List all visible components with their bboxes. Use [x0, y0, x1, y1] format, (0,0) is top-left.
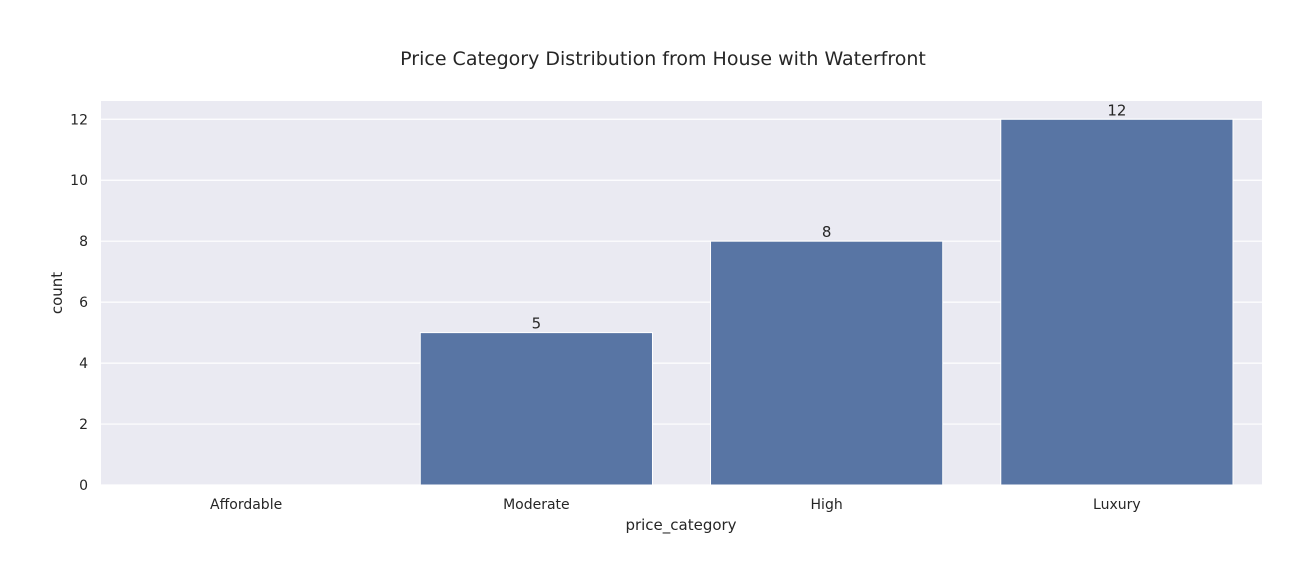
- y-tick-label: 0: [79, 478, 88, 494]
- chart-title: Price Category Distribution from House w…: [400, 48, 926, 70]
- bar-data-label: 5: [532, 315, 542, 333]
- x-axis-label: price_category: [625, 516, 736, 535]
- bar-high: [710, 240, 944, 486]
- y-tick-label: 2: [79, 417, 88, 433]
- y-tick-label: 12: [70, 112, 88, 128]
- bar-moderate: [419, 332, 653, 486]
- x-tick-label: Affordable: [210, 497, 282, 513]
- x-tick-label: Luxury: [1093, 497, 1141, 513]
- y-axis-ticks: 0 2 4 6 8 10 12: [70, 112, 88, 494]
- x-tick-label: High: [811, 497, 843, 513]
- y-axis-label: count: [48, 272, 66, 314]
- bar-data-label: 12: [1107, 101, 1126, 119]
- y-tick-label: 10: [70, 173, 88, 189]
- bar-luxury: [1000, 118, 1234, 486]
- y-tick-label: 4: [79, 356, 88, 372]
- bar-data-labels: 5 8 12: [532, 101, 1127, 332]
- y-tick-label: 6: [79, 295, 88, 311]
- x-tick-label: Moderate: [503, 497, 570, 513]
- bars: [419, 118, 1234, 486]
- x-axis-ticks: Affordable Moderate High Luxury: [210, 497, 1141, 513]
- y-tick-label: 8: [79, 234, 88, 250]
- bar-data-label: 8: [822, 223, 832, 241]
